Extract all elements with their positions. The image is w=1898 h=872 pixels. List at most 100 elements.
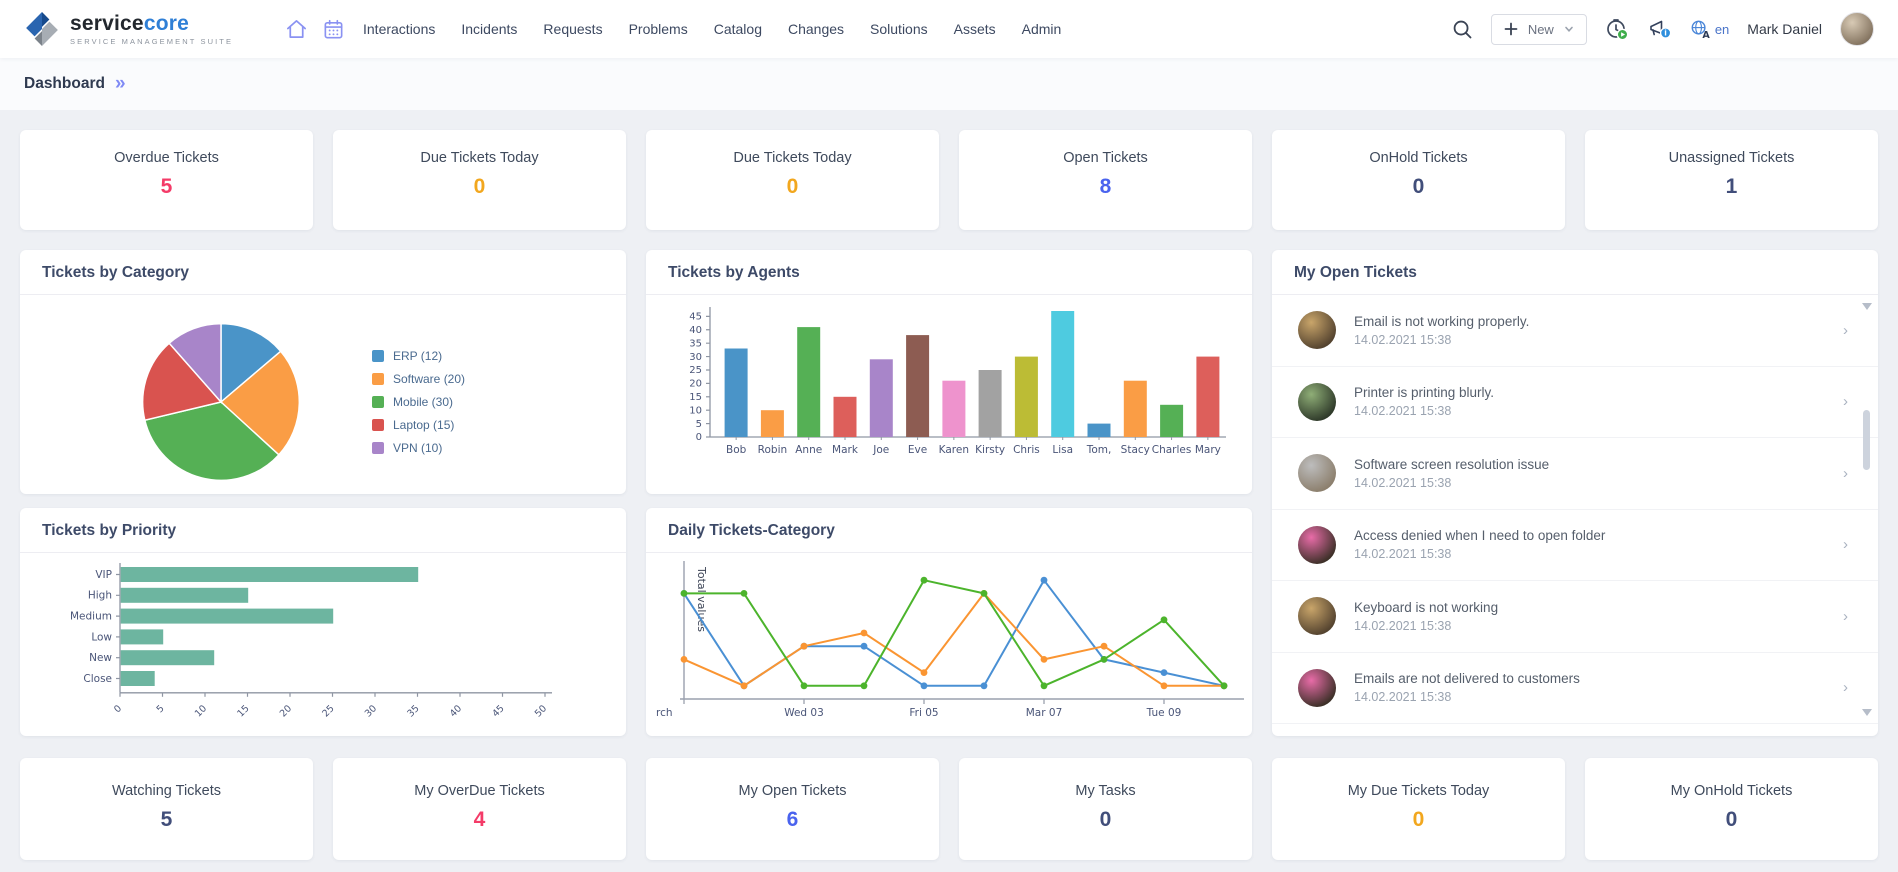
stat-card-value: 0 xyxy=(786,175,799,198)
nav-item-interactions[interactable]: Interactions xyxy=(363,21,436,37)
bar-close[interactable] xyxy=(120,671,155,686)
pie-slice-laptop[interactable] xyxy=(141,342,223,422)
pie-slice-mobile[interactable] xyxy=(143,401,280,482)
data-point-green[interactable] xyxy=(680,590,688,597)
stat-card[interactable]: My OverDue Tickets 4 xyxy=(333,758,626,860)
brand[interactable]: servicecore SERVICE MANAGEMENT SUITE xyxy=(24,11,249,47)
bar-joe[interactable] xyxy=(869,359,893,437)
search-icon[interactable] xyxy=(1452,19,1473,40)
bar-mary[interactable] xyxy=(1196,356,1220,437)
bar-chris[interactable] xyxy=(1014,356,1038,437)
bar-kirsty[interactable] xyxy=(978,370,1002,437)
bar-medium[interactable] xyxy=(120,608,334,624)
panel-header: Tickets by Category xyxy=(20,250,626,295)
nav-item-solutions[interactable]: Solutions xyxy=(870,21,928,37)
ticket-list-item[interactable]: Email is not working properly. 14.02.2021… xyxy=(1272,295,1878,367)
bar-low[interactable] xyxy=(120,629,164,645)
home-icon[interactable] xyxy=(285,18,308,41)
pie-slice-erp[interactable] xyxy=(220,322,282,404)
data-point-orange[interactable] xyxy=(860,629,868,637)
data-point-blue[interactable] xyxy=(1160,669,1168,676)
bar-high[interactable] xyxy=(120,587,249,603)
data-point-blue[interactable] xyxy=(980,682,988,690)
scroll-down-icon[interactable] xyxy=(1862,709,1872,716)
nav-item-requests[interactable]: Requests xyxy=(543,21,603,37)
data-point-green[interactable] xyxy=(740,590,748,597)
announcement-icon[interactable]: i xyxy=(1647,17,1672,41)
stat-card[interactable]: Unassigned Tickets 1 xyxy=(1585,130,1878,230)
chevron-right-icon[interactable]: › xyxy=(1843,607,1848,625)
user-name[interactable]: Mark Daniel xyxy=(1747,21,1822,37)
nav-item-catalog[interactable]: Catalog xyxy=(713,21,762,37)
user-avatar[interactable] xyxy=(1840,12,1874,46)
data-point-orange[interactable] xyxy=(680,656,688,663)
new-button[interactable]: New xyxy=(1490,13,1587,45)
ticket-list-item[interactable]: Keyboard is not working 14.02.2021 15:38 › xyxy=(1272,581,1878,653)
nav-item-changes[interactable]: Changes xyxy=(787,21,845,37)
data-point-green[interactable] xyxy=(1160,616,1168,624)
bar-robin[interactable] xyxy=(760,410,784,437)
nav-item-problems[interactable]: Problems xyxy=(628,21,688,37)
data-point-blue[interactable] xyxy=(1040,576,1048,584)
stat-card[interactable]: Open Tickets 8 xyxy=(959,130,1252,230)
data-point-green[interactable] xyxy=(1100,656,1108,663)
bar-lisa[interactable] xyxy=(1051,311,1075,437)
stat-card[interactable]: My Due Tickets Today 0 xyxy=(1272,758,1565,860)
scroll-up-icon[interactable] xyxy=(1862,303,1872,310)
data-point-orange[interactable] xyxy=(800,642,808,650)
stat-card[interactable]: My Open Tickets 6 xyxy=(646,758,939,860)
data-point-green[interactable] xyxy=(920,576,928,584)
bar-charles[interactable] xyxy=(1160,404,1184,437)
bar-new[interactable] xyxy=(120,650,215,666)
stat-card[interactable]: OnHold Tickets 0 xyxy=(1272,130,1565,230)
chevron-right-icon[interactable]: › xyxy=(1843,464,1848,482)
stat-card[interactable]: Due Tickets Today 0 xyxy=(333,130,626,230)
calendar-icon[interactable] xyxy=(322,18,345,41)
breadcrumb-expand-icon[interactable]: » xyxy=(114,73,126,94)
stat-card[interactable]: My OnHold Tickets 0 xyxy=(1585,758,1878,860)
ticket-list-item[interactable]: Printer is printing blurly. 14.02.2021 15… xyxy=(1272,367,1878,438)
data-point-orange[interactable] xyxy=(1040,656,1048,663)
stat-card[interactable]: My Tasks 0 xyxy=(959,758,1252,860)
panel-title: Tickets by Category xyxy=(42,264,190,281)
bar-mark[interactable] xyxy=(833,396,857,437)
data-point-orange[interactable] xyxy=(1160,682,1168,690)
data-point-blue[interactable] xyxy=(920,682,928,690)
data-point-green[interactable] xyxy=(1220,682,1228,690)
ticket-list-item[interactable]: Emails are not delivered to customers 14.… xyxy=(1272,653,1878,724)
bar-bob[interactable] xyxy=(724,348,748,438)
bar-stacy[interactable] xyxy=(1123,380,1147,437)
chevron-right-icon[interactable]: › xyxy=(1843,321,1848,339)
bar-vip[interactable] xyxy=(120,567,419,582)
ticket-list-item[interactable]: Access denied when I need to open folder… xyxy=(1272,510,1878,581)
stat-card[interactable]: Overdue Tickets 5 xyxy=(20,130,313,230)
data-point-orange[interactable] xyxy=(1100,642,1108,650)
bar-tom[interactable] xyxy=(1087,423,1111,437)
data-point-orange[interactable] xyxy=(740,682,748,690)
pie-slice-software[interactable] xyxy=(219,350,301,456)
bar-eve[interactable] xyxy=(906,335,930,437)
chevron-right-icon[interactable]: › xyxy=(1843,679,1848,697)
ticket-list-item[interactable]: Software screen resolution issue 14.02.20… xyxy=(1272,438,1878,510)
nav-item-assets[interactable]: Assets xyxy=(953,21,996,37)
data-point-green[interactable] xyxy=(980,590,988,597)
data-point-green[interactable] xyxy=(1040,682,1048,690)
bar-anne[interactable] xyxy=(797,327,821,437)
pie-slice-vpn[interactable] xyxy=(168,322,222,404)
language-switcher[interactable]: A en xyxy=(1690,19,1729,40)
data-point-green[interactable] xyxy=(800,682,808,690)
nav-item-incidents[interactable]: Incidents xyxy=(461,21,518,37)
data-point-orange[interactable] xyxy=(920,669,928,676)
ticket-timestamp: 14.02.2021 15:38 xyxy=(1354,475,1452,490)
data-point-blue[interactable] xyxy=(860,642,868,650)
bar-karen[interactable] xyxy=(942,380,966,437)
ticket-avatar xyxy=(1298,454,1336,493)
chevron-right-icon[interactable]: › xyxy=(1843,536,1848,554)
scrollbar-thumb[interactable] xyxy=(1863,410,1870,471)
stat-card[interactable]: Due Tickets Today 0 xyxy=(646,130,939,230)
data-point-green[interactable] xyxy=(860,682,868,690)
chevron-right-icon[interactable]: › xyxy=(1843,393,1848,411)
stat-card[interactable]: Watching Tickets 5 xyxy=(20,758,313,860)
timer-icon[interactable] xyxy=(1605,17,1629,41)
nav-item-admin[interactable]: Admin xyxy=(1021,21,1062,37)
